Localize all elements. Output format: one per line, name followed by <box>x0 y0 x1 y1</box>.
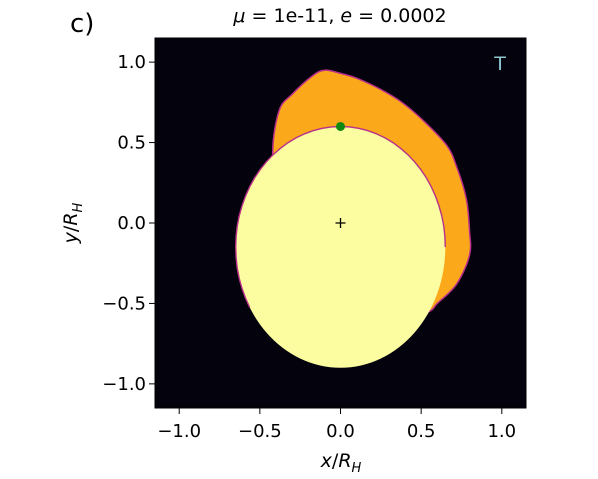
y-axis-label-sep: / <box>60 225 82 232</box>
heatmap-regions <box>234 69 472 368</box>
inner-region-edge <box>234 125 446 308</box>
y-tick-label: 0.0 <box>117 213 146 234</box>
x-tick-label: 0.0 <box>326 421 355 442</box>
title-mu-value: 1e-11 <box>274 5 329 27</box>
y-tick-label: −1.0 <box>102 374 146 395</box>
x-tick-label: −0.5 <box>238 421 282 442</box>
y-axis-label-var: y <box>60 231 82 244</box>
x-axis: −1.0 −0.5 0.0 0.5 1.0 <box>157 408 516 442</box>
y-axis-label-sub: H <box>71 202 86 212</box>
annotation-T: T <box>493 53 506 75</box>
panel-label: c) <box>70 9 94 39</box>
title-sep: , <box>328 5 340 27</box>
y-axis-label-R: R <box>60 212 82 225</box>
plot-area: T <box>154 37 527 409</box>
y-axis-label: y/RH <box>60 202 86 244</box>
y-tick-label: −0.5 <box>102 293 146 314</box>
y-tick-label: 1.0 <box>117 52 146 73</box>
x-tick-label: 0.5 <box>407 421 436 442</box>
title-e-eq: = <box>352 5 380 27</box>
y-axis: 1.0 0.5 0.0 −0.5 −1.0 <box>102 52 155 395</box>
title-mu-eq: = <box>246 5 274 27</box>
x-axis-label-R: R <box>338 450 351 472</box>
x-axis-label-sub: H <box>352 461 362 476</box>
inner-region <box>235 126 446 368</box>
x-tick-label: 1.0 <box>487 421 516 442</box>
x-axis-label-sep: / <box>332 450 339 472</box>
title-e-value: 0.0002 <box>380 5 446 27</box>
green-dot <box>336 121 345 131</box>
title-mu-symbol: μ <box>232 5 245 27</box>
x-tick-label: −1.0 <box>157 421 201 442</box>
x-axis-label-var: x <box>320 450 333 472</box>
chart-title: μ = 1e-11, e = 0.0002 <box>232 5 446 27</box>
x-axis-label: x/RH <box>320 450 362 476</box>
y-tick-label: 0.5 <box>117 133 146 154</box>
title-e-symbol: e <box>340 5 352 27</box>
center-plus <box>335 218 346 228</box>
